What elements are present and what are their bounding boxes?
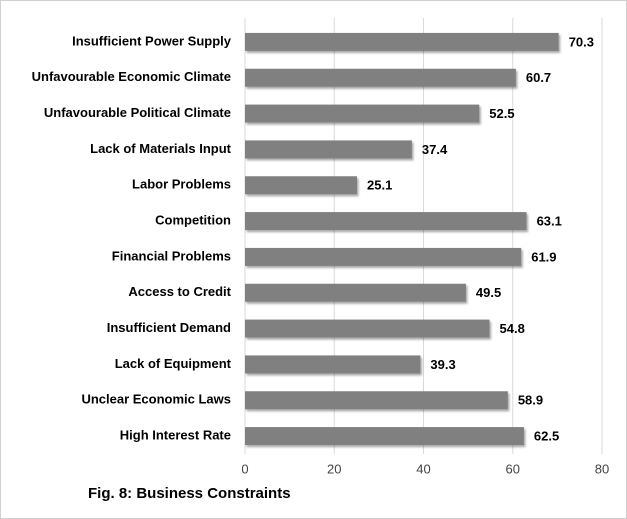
value-label: 39.3 bbox=[430, 357, 455, 372]
x-tick-label: 80 bbox=[595, 461, 609, 476]
bar bbox=[245, 427, 524, 446]
value-label: 70.3 bbox=[569, 34, 594, 49]
value-label: 49.5 bbox=[476, 285, 501, 300]
chart-title: Fig. 8: Business Constraints bbox=[88, 485, 291, 502]
y-tick-label: Competition bbox=[155, 213, 231, 228]
value-label: 58.9 bbox=[518, 393, 543, 408]
y-tick-label: Lack of Equipment bbox=[115, 356, 232, 371]
value-label: 52.5 bbox=[489, 106, 514, 121]
bar bbox=[245, 247, 522, 266]
y-tick-label: Insufficient Power Supply bbox=[72, 33, 232, 48]
bar bbox=[245, 32, 559, 51]
y-tick-label: Access to Credit bbox=[128, 284, 231, 299]
bar bbox=[245, 212, 527, 231]
bar bbox=[245, 68, 516, 87]
bar bbox=[245, 176, 358, 195]
y-tick-label: Insufficient Demand bbox=[107, 320, 231, 335]
value-label: 54.8 bbox=[500, 321, 525, 336]
y-tick-label: Unfavourable Political Climate bbox=[44, 105, 231, 120]
value-label: 61.9 bbox=[531, 249, 556, 264]
y-tick-label: Unclear Economic Laws bbox=[81, 392, 231, 407]
y-tick-label: Lack of Materials Input bbox=[90, 141, 232, 156]
bar bbox=[245, 391, 508, 410]
y-tick-label: Labor Problems bbox=[132, 177, 231, 192]
bar bbox=[245, 283, 466, 302]
x-tick-label: 40 bbox=[416, 461, 430, 476]
x-tick-label: 60 bbox=[506, 461, 520, 476]
bar bbox=[245, 140, 412, 159]
value-label: 63.1 bbox=[537, 214, 562, 229]
bar bbox=[245, 104, 480, 123]
y-tick-label: Unfavourable Economic Climate bbox=[32, 69, 231, 84]
x-tick-label: 0 bbox=[241, 461, 248, 476]
value-label: 60.7 bbox=[526, 70, 551, 85]
bar bbox=[245, 355, 421, 374]
value-label: 37.4 bbox=[422, 142, 448, 157]
bar bbox=[245, 319, 490, 338]
x-tick-label: 20 bbox=[327, 461, 341, 476]
y-tick-label: Financial Problems bbox=[112, 248, 231, 263]
value-label: 25.1 bbox=[367, 178, 392, 193]
value-label: 62.5 bbox=[534, 429, 559, 444]
y-tick-label: High Interest Rate bbox=[120, 428, 231, 443]
